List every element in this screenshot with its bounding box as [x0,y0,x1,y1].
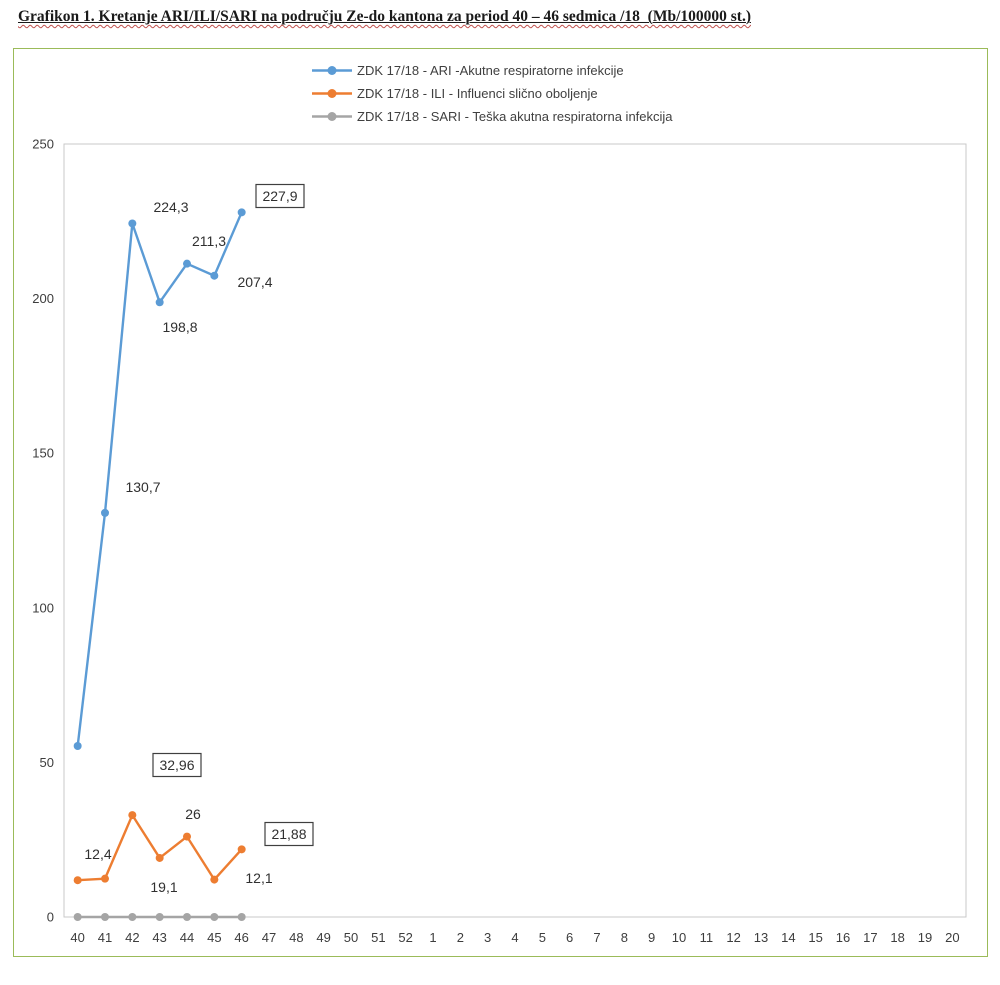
legend-line-marker-icon [312,112,352,121]
x-axis-tick-label: 13 [754,930,768,945]
data-label-box [255,183,305,209]
data-label: 12,1 [245,870,272,886]
x-axis-tick-label: 20 [945,930,959,945]
data-point-marker [101,874,109,883]
x-axis-tick-label: 43 [152,930,166,945]
y-axis-tick-label: 250 [32,137,54,152]
data-point-marker [183,913,191,921]
data-point-marker [101,913,109,921]
x-axis-tick-label: 11 [700,930,714,945]
x-axis-tick-label: 49 [316,930,330,945]
x-axis-tick-label: 18 [890,930,904,945]
x-axis-tick-label: 8 [621,930,628,945]
y-axis-tick-label: 100 [32,600,54,615]
x-axis-tick-label: 41 [98,930,112,945]
data-point-marker [183,259,191,268]
data-label-box [152,752,202,778]
plot-area-border [63,143,967,918]
x-axis-tick-label: 6 [566,930,573,945]
x-axis-tick-label: 44 [180,930,194,945]
data-point-marker [210,913,219,921]
legend-label: ZDK 17/18 - ARI -Akutne respiratorne inf… [357,63,624,78]
legend-line-marker-icon [312,66,352,75]
data-point-marker [73,742,82,751]
data-label: 198,8 [162,319,197,335]
data-point-marker [155,298,164,307]
legend-label: ZDK 17/18 - ILI - Influenci slično obolj… [357,86,598,101]
x-axis-tick-label: 45 [207,930,221,945]
data-point-marker [237,913,246,921]
data-label: 26 [185,806,201,822]
x-axis-tick-label: 7 [593,930,600,945]
y-axis-tick-label: 0 [47,910,54,925]
data-point-marker [73,913,82,921]
x-axis-tick-label: 46 [234,930,248,945]
x-axis-tick-label: 15 [808,930,822,945]
x-axis-tick-label: 4 [511,930,518,945]
data-point-marker [128,811,137,820]
legend-item-1: ZDK 17/18 - ILI - Influenci slično obolj… [312,82,673,105]
chart-frame: ZDK 17/18 - ARI -Akutne respiratorne inf… [13,48,988,957]
page-title: Grafikon 1. Kretanje ARI/ILI/SARI na pod… [18,8,751,26]
x-axis-tick-label: 16 [836,930,850,945]
data-label: 224,3 [153,199,188,215]
data-point-marker [128,913,137,921]
data-label: 207,4 [237,274,272,290]
y-axis-tick-label: 200 [32,291,54,306]
y-axis-tick-label: 150 [32,446,54,461]
x-axis-tick-label: 2 [457,930,464,945]
page-title-text: Grafikon 1. Kretanje ARI/ILI/SARI na pod… [18,8,751,25]
y-axis-tick-label: 50 [40,755,54,770]
chart-legend: ZDK 17/18 - ARI -Akutne respiratorne inf… [312,59,673,128]
x-axis-tick-label: 48 [289,930,303,945]
legend-line-marker-icon [312,89,352,98]
x-axis-tick-label: 42 [125,930,139,945]
x-axis-tick-label: 10 [672,930,686,945]
data-label: 12,4 [84,846,111,862]
x-axis-tick-label: 1 [429,930,436,945]
data-label-box [264,821,314,847]
data-point-marker [237,845,246,854]
data-point-marker [101,508,109,517]
data-point-marker [210,271,219,280]
data-label: 19,1 [150,879,177,895]
data-point-marker [210,875,219,884]
legend-item-2: ZDK 17/18 - SARI - Teška akutna respirat… [312,105,673,128]
data-point-marker [237,208,246,217]
legend-item-0: ZDK 17/18 - ARI -Akutne respiratorne inf… [312,59,673,82]
x-axis-tick-label: 9 [648,930,655,945]
data-label: 21,88 [271,826,306,842]
data-point-marker [183,832,191,841]
x-axis-tick-label: 40 [70,930,84,945]
x-axis-tick-label: 47 [262,930,276,945]
data-point-marker [155,913,164,921]
x-axis-tick-label: 52 [398,930,412,945]
x-axis-tick-label: 12 [726,930,740,945]
data-point-marker [73,876,82,885]
x-axis-tick-label: 3 [484,930,491,945]
x-axis-tick-label: 5 [539,930,546,945]
data-label: 211,3 [192,233,226,249]
x-axis-tick-label: 14 [781,930,795,945]
data-label: 227,9 [262,188,297,204]
data-point-marker [128,219,137,228]
data-point-marker [155,853,164,862]
x-axis-tick-label: 17 [863,930,877,945]
x-axis-tick-label: 19 [918,930,932,945]
x-axis-tick-label: 50 [344,930,358,945]
x-axis-tick-label: 51 [371,930,385,945]
data-label: 32,96 [159,757,194,773]
legend-label: ZDK 17/18 - SARI - Teška akutna respirat… [357,109,673,124]
data-label: 130,7 [125,479,160,495]
